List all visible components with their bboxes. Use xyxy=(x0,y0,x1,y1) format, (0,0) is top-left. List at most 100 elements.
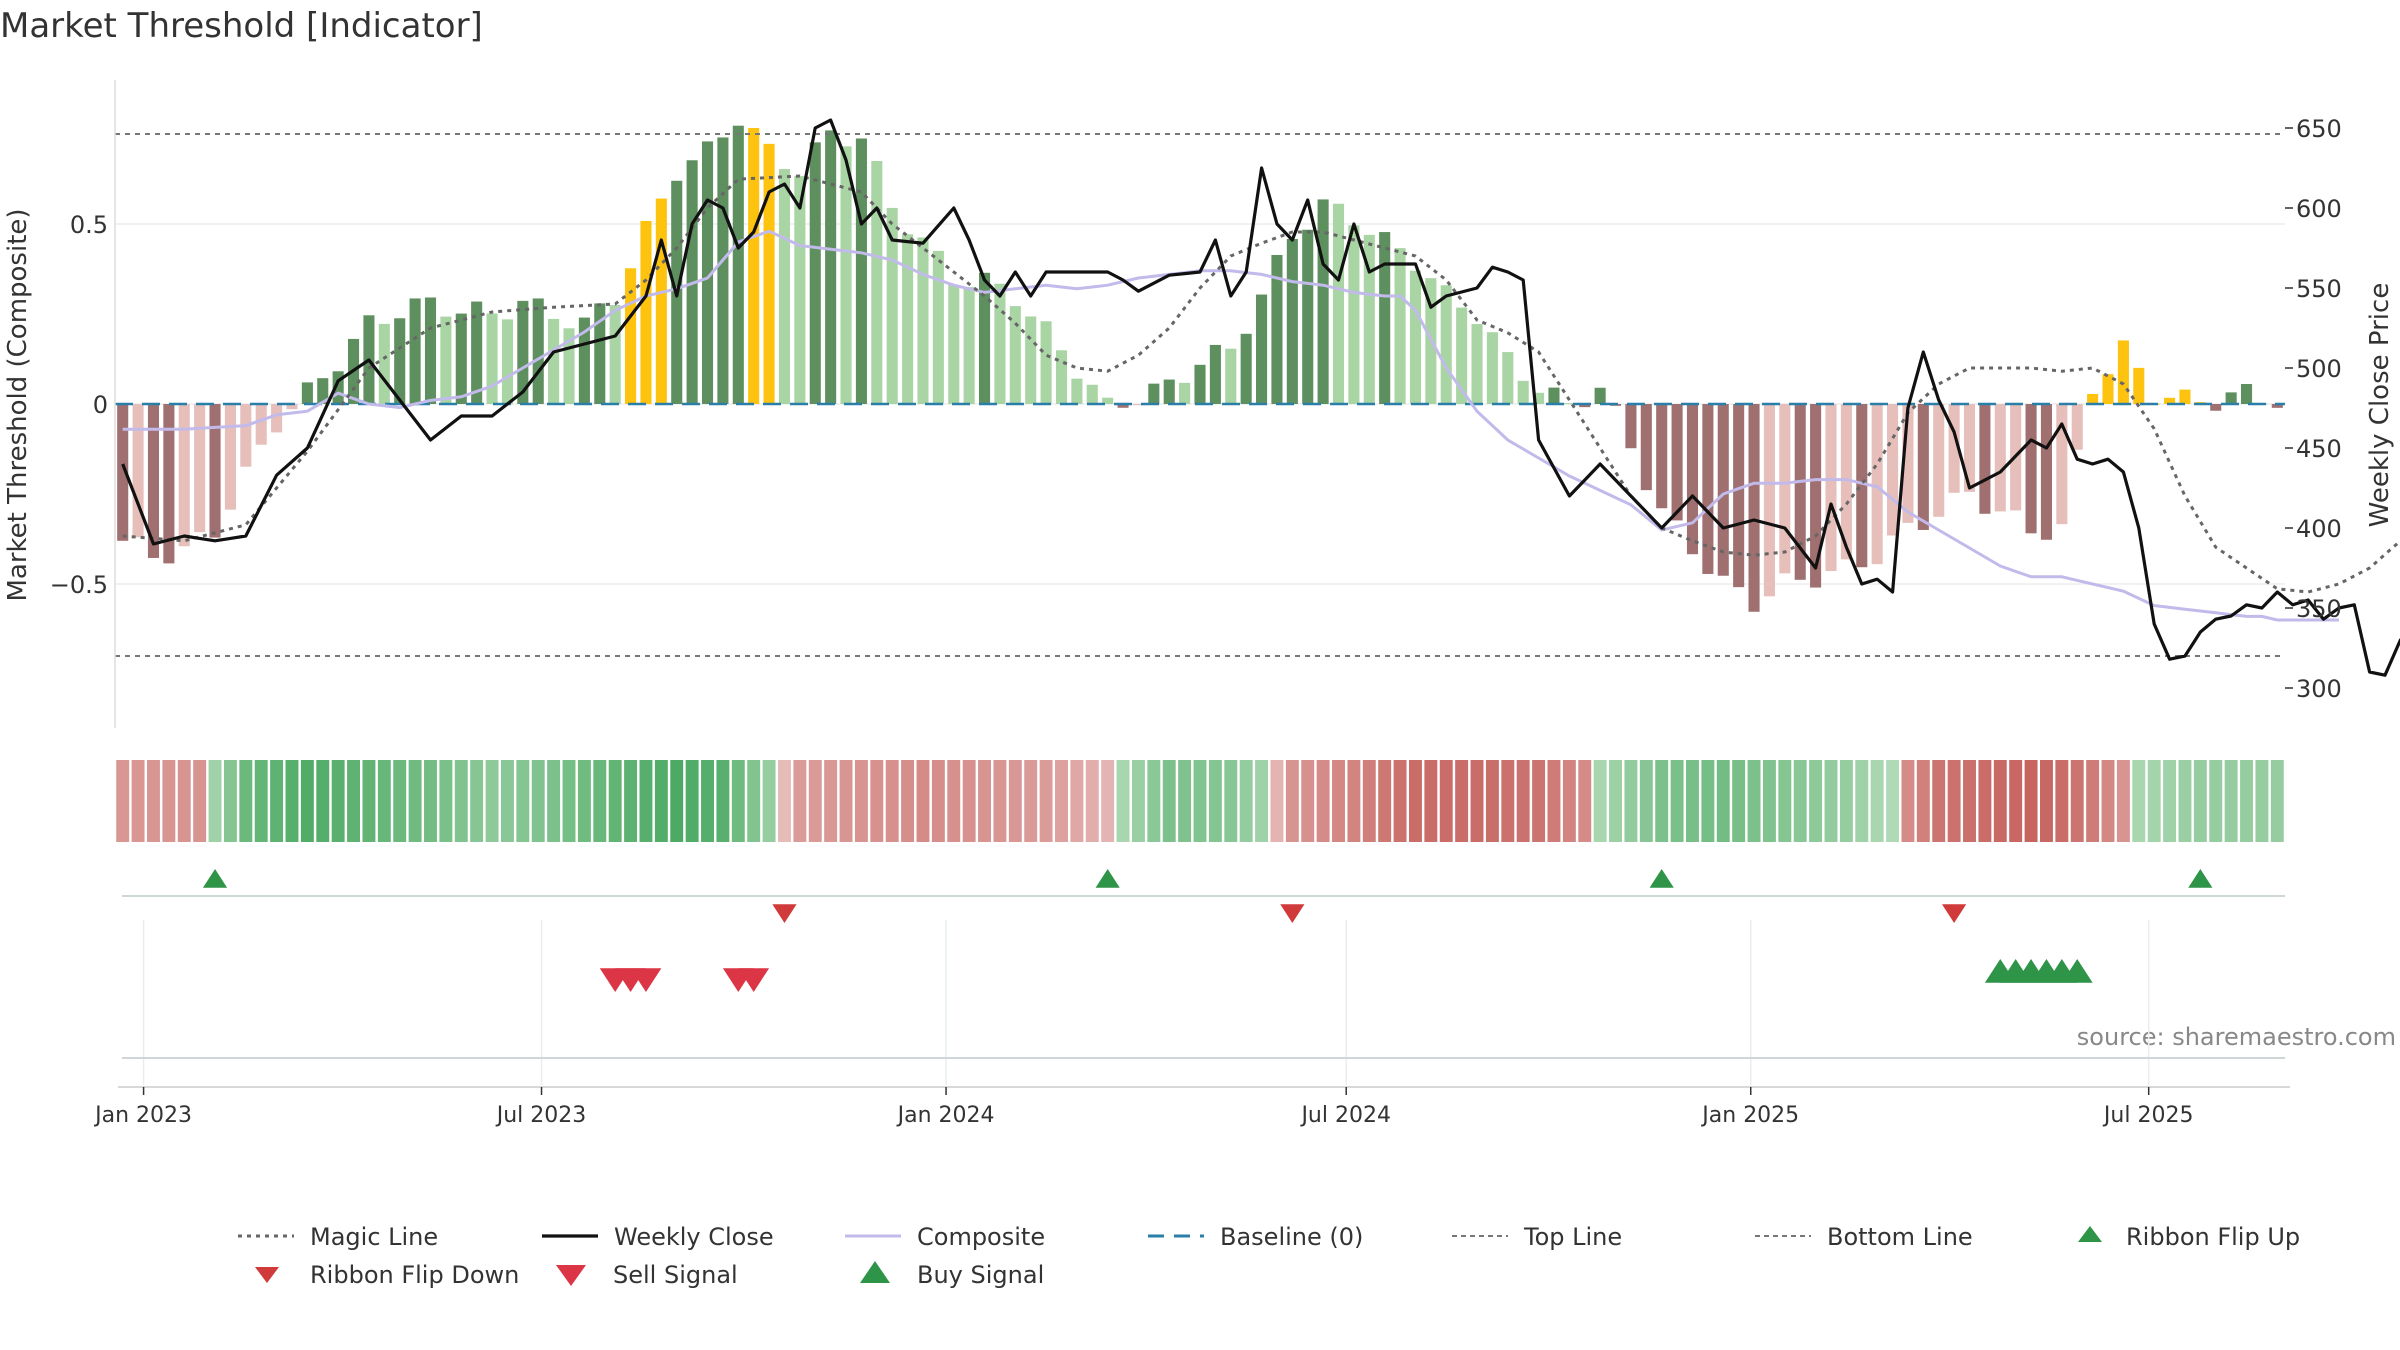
histogram-bar xyxy=(1979,404,1991,514)
magic-line xyxy=(122,174,2400,594)
histogram-bar xyxy=(1025,316,1037,404)
histogram-bar xyxy=(763,143,775,404)
ribbon-cell xyxy=(1947,760,1961,842)
histogram-bar xyxy=(2071,404,2083,450)
ribbon-cell xyxy=(1963,760,1976,842)
ribbon-cell xyxy=(1070,760,1084,842)
histogram-bar xyxy=(1040,321,1052,404)
ribbon-cell xyxy=(2039,760,2053,842)
legend-item-sell: Sell Signal xyxy=(556,1261,738,1289)
histogram-bar xyxy=(1994,404,2006,512)
histogram-bar xyxy=(932,250,944,404)
legend-item-buy: Buy Signal xyxy=(860,1261,1044,1289)
ribbon-cell xyxy=(2178,760,2192,842)
histogram-bar xyxy=(240,404,252,467)
histogram-bar xyxy=(147,404,160,558)
ribbon-cell xyxy=(762,760,776,842)
legend-item-bottom: Bottom Line xyxy=(1755,1223,1973,1251)
histogram-bar xyxy=(1225,348,1237,404)
ribbon-cell xyxy=(1178,760,1192,842)
ribbon-cell xyxy=(1455,760,1469,842)
histogram-bar xyxy=(117,404,129,541)
ribbon-cell xyxy=(316,760,330,842)
ribbon-cell xyxy=(393,760,407,842)
histogram-bar xyxy=(1332,203,1345,404)
signal-panels xyxy=(122,869,2285,1059)
ribbon-cell xyxy=(254,760,268,842)
ribbon-cell xyxy=(1716,760,1730,842)
ribbon-cell xyxy=(2101,760,2115,842)
ribbon-cell xyxy=(300,760,314,842)
buy-signal-marker xyxy=(2061,959,2093,983)
ribbon-cell xyxy=(1393,760,1407,842)
ribbon-cell xyxy=(1362,760,1376,842)
histogram-bar xyxy=(732,125,744,404)
ribbon-cell xyxy=(285,760,299,842)
ribbon-cell xyxy=(1024,760,1038,842)
right-tick-label: 600 xyxy=(2296,195,2342,223)
ribbon-flip-down-marker xyxy=(1942,904,1967,923)
histogram-bar xyxy=(840,146,852,404)
ribbon-cell xyxy=(1116,760,1130,842)
histogram-bar xyxy=(1763,404,1775,597)
histogram-bar xyxy=(578,317,590,404)
x-tick-label: Jul 2024 xyxy=(1299,1103,1391,1128)
left-axis-label: Market Threshold (Composite) xyxy=(3,208,33,601)
ribbon-cell xyxy=(824,760,838,842)
ribbon-cell xyxy=(1085,760,1099,842)
histogram-bar xyxy=(301,382,313,404)
histogram-bar xyxy=(471,301,483,404)
legend-item-flip_down: Ribbon Flip Down xyxy=(255,1261,519,1289)
ribbon-cell xyxy=(2055,760,2069,842)
histogram-bar xyxy=(1933,404,1945,517)
histogram-bar xyxy=(1379,232,1391,404)
histogram-bar xyxy=(286,404,298,410)
ribbon-cell xyxy=(2009,760,2023,842)
histogram-bar xyxy=(1794,404,1806,580)
histogram-bar xyxy=(1902,404,1914,523)
ribbon-cell xyxy=(1255,760,1269,842)
ribbon-cell xyxy=(500,760,514,842)
histogram-bar xyxy=(1102,397,1114,404)
histogram-bar xyxy=(2271,404,2283,408)
x-tick-label: Jan 2024 xyxy=(896,1103,995,1128)
histogram-bar xyxy=(1456,307,1468,404)
ribbon-cell xyxy=(331,760,345,842)
ribbon-cell xyxy=(885,760,899,842)
histogram-bar xyxy=(1409,270,1422,404)
histogram-bar xyxy=(194,404,206,533)
histogram-bar xyxy=(1656,404,1668,509)
legend-label: Baseline (0) xyxy=(1220,1223,1363,1251)
ribbon-cell xyxy=(701,760,714,842)
legend-swatch xyxy=(556,1265,586,1286)
histogram-bar xyxy=(948,284,960,404)
ribbon-cell xyxy=(1301,760,1315,842)
ribbon-cell xyxy=(1039,760,1053,842)
histogram-bar xyxy=(1640,404,1652,491)
left-tick-label: 0 xyxy=(93,391,108,419)
histogram-bar xyxy=(378,323,390,404)
right-tick-label: 450 xyxy=(2296,435,2342,463)
ribbon-cell xyxy=(593,760,607,842)
histogram-bar xyxy=(1271,254,1283,404)
ribbon-cell xyxy=(731,760,745,842)
histogram-bar xyxy=(917,237,929,404)
histogram-bar xyxy=(132,404,144,538)
ribbon-cell xyxy=(1547,760,1561,842)
histogram-bar xyxy=(532,298,544,404)
ribbon-cell xyxy=(2147,760,2161,842)
ribbon-cell xyxy=(793,760,807,842)
ribbon-cell xyxy=(1485,760,1499,842)
histogram-bar xyxy=(409,298,421,404)
histogram-bar xyxy=(517,300,529,404)
histogram-bar xyxy=(1702,404,1714,574)
ribbon-cell xyxy=(347,760,361,842)
histogram-bar xyxy=(317,378,329,404)
x-tick-label: Jan 2025 xyxy=(1700,1103,1799,1128)
ribbon-cell xyxy=(1516,760,1530,842)
ribbon-cell xyxy=(2024,760,2038,842)
histogram-bar xyxy=(717,137,729,405)
histogram-bar xyxy=(978,272,991,404)
right-tick-label: 500 xyxy=(2296,355,2342,383)
ribbon-cell xyxy=(1639,760,1653,842)
